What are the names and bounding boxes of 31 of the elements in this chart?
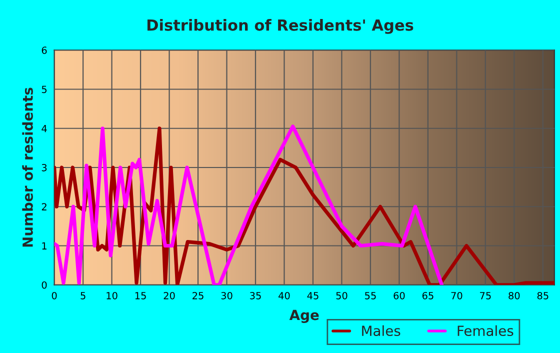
y-tick-label: 0 — [42, 281, 47, 289]
legend-label: Males — [362, 325, 400, 336]
x-tick-label: 50 — [336, 292, 348, 300]
x-tick-label: 10 — [106, 292, 118, 300]
line-series — [54, 124, 444, 285]
x-tick-label: 20 — [164, 292, 175, 300]
y-tick-label: 6 — [42, 46, 47, 54]
x-tick-label: 75 — [480, 292, 491, 300]
x-tick-label: 5 — [80, 292, 86, 300]
x-tick-label: 30 — [221, 292, 232, 300]
x-tick-label: 45 — [307, 292, 318, 300]
x-tick-label: 40 — [278, 292, 290, 300]
x-tick-label: 80 — [508, 292, 520, 300]
x-tick-label: 55 — [365, 292, 376, 300]
x-tick-label: 15 — [135, 292, 146, 300]
x-tick-label: 25 — [192, 292, 204, 300]
x-tick-label: 35 — [250, 292, 261, 300]
x-tick-label: 65 — [422, 292, 434, 300]
x-tick-label: 60 — [394, 292, 405, 300]
y-tick-label: 4 — [42, 124, 47, 132]
y-axis-title: Number of residents — [22, 88, 33, 247]
legend-label: Females — [458, 325, 514, 336]
y-tick-label: 2 — [42, 203, 46, 210]
x-tick-label: 85 — [537, 292, 548, 300]
y-tick-label: 1 — [42, 242, 46, 250]
y-tick-label: 3 — [42, 164, 47, 172]
x-axis-title: Age — [289, 310, 319, 323]
x-tick-label: 0 — [52, 292, 57, 300]
x-tick-label: 70 — [451, 292, 462, 300]
y-tick-label: 5 — [42, 86, 47, 94]
chart-title: Distribution of Residents' Ages — [147, 19, 414, 34]
